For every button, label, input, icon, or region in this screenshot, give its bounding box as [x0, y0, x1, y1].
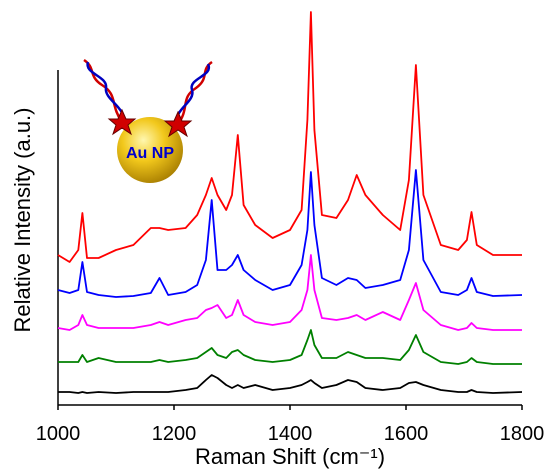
raman-reporter	[163, 110, 193, 138]
x-tick-label: 1600	[384, 423, 429, 445]
x-tick-label: 1400	[268, 423, 313, 445]
y-axis-label: Relative Intensity (a.u.)	[10, 108, 35, 333]
x-tick-label: 1800	[500, 423, 545, 445]
x-axis-label: Raman Shift (cm⁻¹)	[195, 444, 385, 469]
spectrum-line	[57, 11, 522, 263]
spectrum-line	[57, 254, 522, 331]
inset-label: Au NP	[126, 145, 174, 162]
dna-strand	[83, 58, 124, 123]
spectrum-line	[58, 374, 523, 394]
dna-strand	[175, 63, 211, 125]
spectrum-line	[58, 329, 522, 365]
x-tick-label: 1000	[36, 423, 81, 445]
dna-strand	[176, 60, 213, 125]
x-tick-label: 1200	[152, 423, 197, 445]
raman-reporter	[107, 108, 137, 136]
gold-nanoparticle	[117, 117, 183, 183]
spectrum-line	[57, 169, 523, 298]
dna-strand	[86, 61, 125, 123]
inset-diagram: Au NP	[83, 58, 213, 183]
